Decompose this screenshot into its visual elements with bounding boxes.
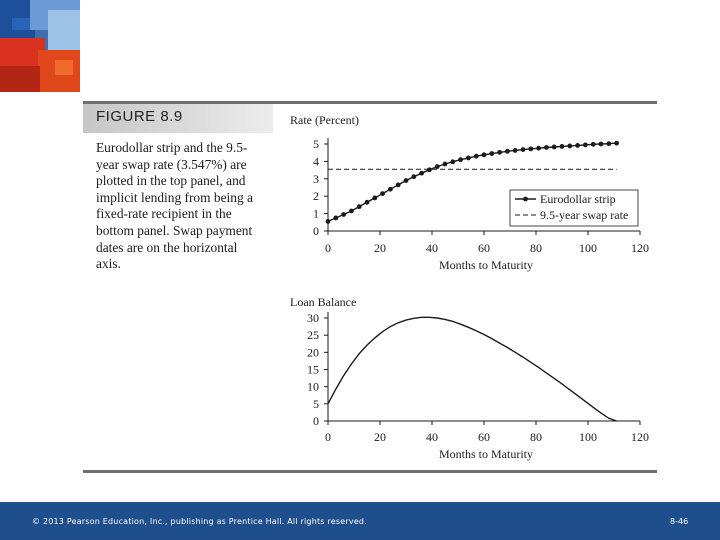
y-tick-label: 0 <box>313 224 319 238</box>
figure-label: FIGURE 8.9 <box>96 108 183 125</box>
loan-balance-chart: 0 5 10 15 20 25 30 0 20 40 60 80 100 120 Loan Balance M… <box>290 295 649 461</box>
data-point <box>536 145 541 151</box>
x-tick-label: 100 <box>579 430 597 444</box>
data-point <box>481 152 487 158</box>
chart-legend: Eurodollar strip 9.5-year swap rate <box>509 189 639 227</box>
data-point <box>520 147 526 152</box>
slide-number: 8-46 <box>670 517 689 526</box>
data-point <box>512 148 518 153</box>
x-tick-label: 60 <box>478 241 490 255</box>
data-point <box>466 155 471 161</box>
footer-bar <box>0 502 720 540</box>
data-point <box>341 212 346 217</box>
data-point <box>575 142 580 148</box>
y-tick-label: 5 <box>313 137 319 151</box>
rate-chart: 0 1 2 3 4 5 0 20 40 60 80 100 120 Rate (Percent) Month… <box>290 113 649 272</box>
figure-top-rule <box>83 101 657 104</box>
data-point <box>356 204 362 210</box>
y-tick-label: 10 <box>307 380 319 394</box>
figure-bottom-rule <box>83 470 657 473</box>
y-tick-label: 15 <box>307 363 319 377</box>
data-point <box>372 195 378 201</box>
data-point <box>590 141 596 147</box>
data-point <box>364 199 370 205</box>
data-point <box>333 215 339 221</box>
data-point <box>427 167 432 173</box>
data-point <box>614 140 619 146</box>
y-tick-label: 0 <box>313 414 319 428</box>
data-point <box>442 161 448 167</box>
data-point <box>434 164 440 170</box>
data-point <box>583 142 588 148</box>
data-point <box>450 159 456 165</box>
data-point <box>567 143 573 149</box>
x-tick-label: 120 <box>631 241 649 255</box>
y-axis-title: Loan Balance <box>290 295 356 309</box>
data-point <box>559 144 565 149</box>
data-point <box>505 148 510 154</box>
x-tick-label: 40 <box>426 241 438 255</box>
data-point <box>380 191 385 196</box>
y-tick-label: 4 <box>313 154 319 168</box>
copyright-text: © 2013 Pearson Education, Inc., publishi… <box>32 517 367 526</box>
x-tick-label: 80 <box>530 241 542 255</box>
data-point <box>544 145 549 150</box>
x-axis-title: Months to Maturity <box>439 447 533 461</box>
data-point <box>419 170 424 176</box>
y-tick-label: 20 <box>307 345 319 359</box>
x-tick-label: 60 <box>478 430 490 444</box>
x-tick-label: 120 <box>631 430 649 444</box>
x-axis-title: Months to Maturity <box>439 258 533 272</box>
data-point <box>349 208 354 214</box>
data-point <box>551 144 557 150</box>
legend-marker <box>523 196 528 202</box>
x-tick-label: 80 <box>530 430 542 444</box>
figure-label-box <box>83 104 273 133</box>
y-axis-title: Rate (Percent) <box>290 113 359 127</box>
y-tick-label: 25 <box>307 328 319 342</box>
loan-balance-line <box>327 316 617 422</box>
data-point <box>403 178 409 183</box>
x-tick-label: 20 <box>374 241 386 255</box>
data-point <box>528 146 534 152</box>
data-point <box>497 149 502 155</box>
y-tick-label: 5 <box>313 397 319 411</box>
data-point <box>388 186 393 192</box>
decorative-corner-image <box>0 0 80 92</box>
x-tick-label: 20 <box>374 430 386 444</box>
data-point <box>598 141 604 147</box>
figure-caption: Eurodollar strip and the 9.5-year swap r… <box>96 140 253 272</box>
y-tick-label: 30 <box>307 311 319 325</box>
data-point <box>606 141 612 147</box>
legend-label-swap-rate: 9.5-year swap rate <box>540 208 628 222</box>
y-tick-label: 3 <box>313 172 319 186</box>
data-point <box>489 151 495 156</box>
data-point <box>325 219 331 224</box>
legend-label-eurodollar: Eurodollar strip <box>540 192 616 206</box>
x-tick-label: 100 <box>579 241 597 255</box>
y-tick-label: 2 <box>313 189 319 203</box>
x-tick-label: 40 <box>426 430 438 444</box>
legend-box <box>509 189 639 227</box>
x-tick-label: 0 <box>325 241 331 255</box>
x-tick-label: 0 <box>325 430 331 444</box>
data-point <box>473 153 479 159</box>
y-tick-label: 1 <box>313 207 319 221</box>
data-point <box>458 157 463 163</box>
data-point <box>395 182 401 188</box>
data-point <box>411 174 417 180</box>
